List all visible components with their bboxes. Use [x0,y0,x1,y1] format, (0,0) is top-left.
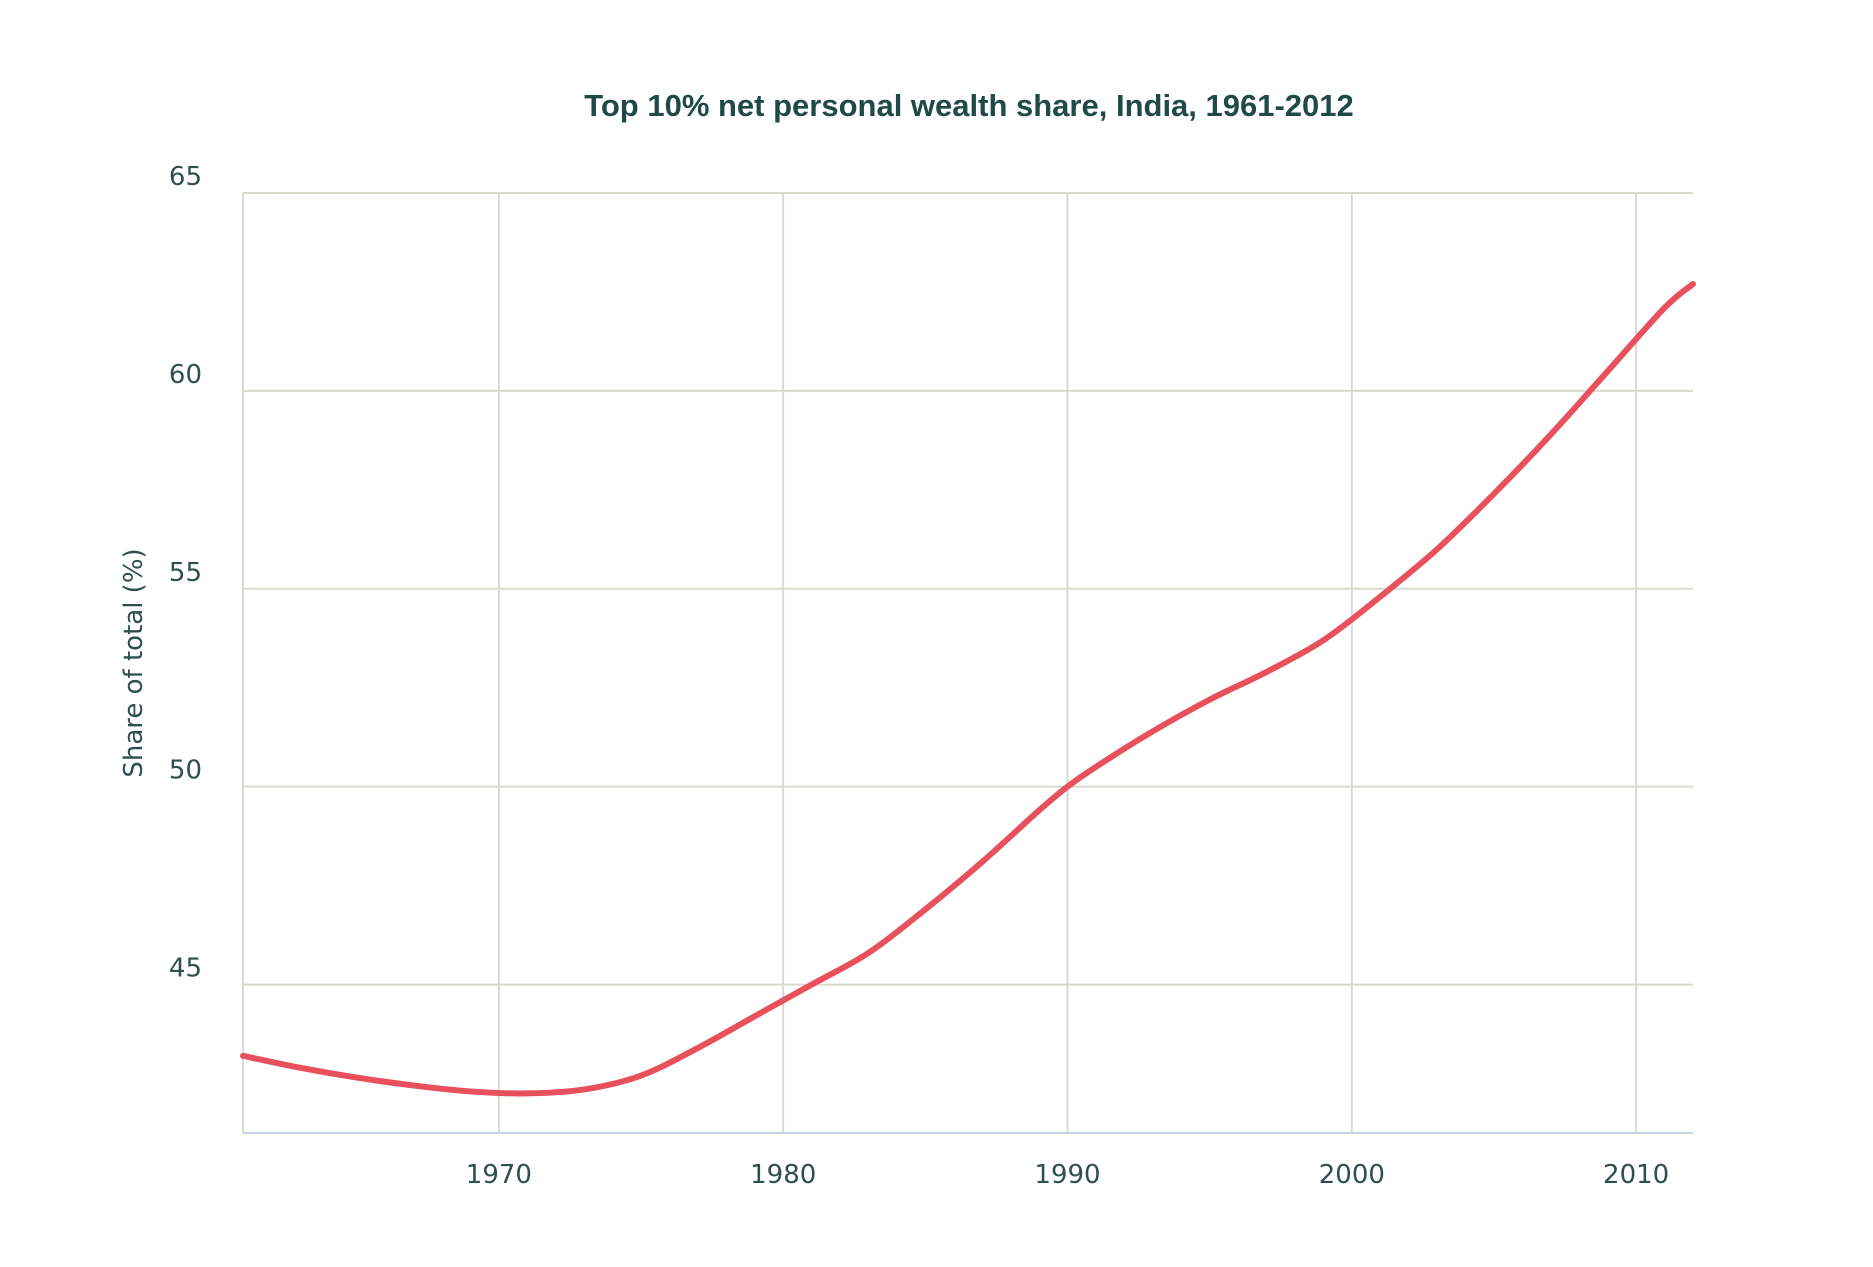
series-line-0 [240,281,1696,1097]
y-grid [243,192,1693,986]
x-tick-labels: 1970 1980 1990 2000 2010 [466,1160,1669,1190]
y-tick-label: 50 [169,756,202,786]
x-tick-label: 1980 [750,1160,816,1190]
y-tick-label: 45 [169,954,202,984]
y-axis-label: Share of total (%) [119,548,149,777]
axes [242,193,1693,1134]
x-tick-label: 1970 [466,1160,532,1190]
chart-title: Top 10% net personal wealth share, India… [584,88,1354,123]
y-tick-label: 55 [169,558,202,588]
x-grid [497,193,1638,1133]
x-tick-label: 2010 [1603,1160,1669,1190]
x-tick-label: 1990 [1034,1160,1100,1190]
y-tick-label: 60 [169,360,202,390]
y-tick-label: 65 [169,162,202,192]
x-tick-label: 2000 [1319,1160,1385,1190]
series-group [240,281,1696,1097]
y-tick-labels: 45 50 55 60 65 [169,162,202,984]
